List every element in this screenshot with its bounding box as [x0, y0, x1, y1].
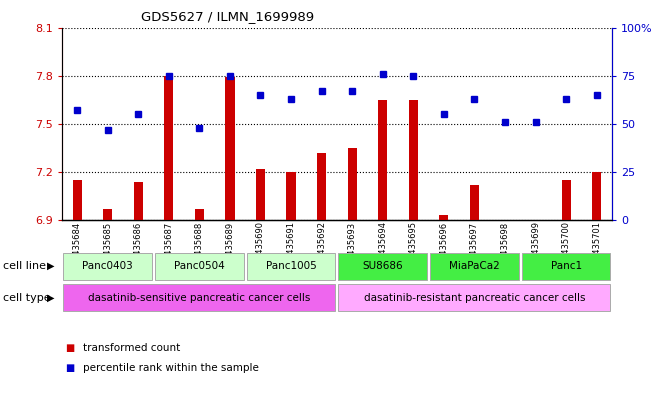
- Bar: [562, 180, 571, 220]
- Text: cell type: cell type: [3, 293, 51, 303]
- Text: ■: ■: [65, 343, 74, 353]
- Text: Panc1: Panc1: [551, 261, 581, 271]
- Bar: [348, 148, 357, 220]
- FancyBboxPatch shape: [247, 253, 335, 279]
- FancyBboxPatch shape: [63, 285, 335, 311]
- FancyBboxPatch shape: [155, 253, 243, 279]
- Text: dasatinib-resistant pancreatic cancer cells: dasatinib-resistant pancreatic cancer ce…: [364, 293, 585, 303]
- FancyBboxPatch shape: [339, 285, 611, 311]
- Text: Panc0403: Panc0403: [82, 261, 133, 271]
- Bar: [409, 100, 418, 220]
- Bar: [195, 209, 204, 220]
- Bar: [439, 215, 449, 220]
- FancyBboxPatch shape: [430, 253, 519, 279]
- Bar: [470, 185, 479, 220]
- Text: MiaPaCa2: MiaPaCa2: [449, 261, 500, 271]
- Text: transformed count: transformed count: [83, 343, 180, 353]
- Bar: [286, 172, 296, 220]
- Text: Panc0504: Panc0504: [174, 261, 225, 271]
- Bar: [72, 180, 82, 220]
- Bar: [592, 172, 602, 220]
- FancyBboxPatch shape: [339, 253, 427, 279]
- Text: ▶: ▶: [47, 261, 55, 271]
- Bar: [103, 209, 112, 220]
- Text: cell line: cell line: [3, 261, 46, 271]
- Bar: [164, 76, 173, 220]
- Text: ▶: ▶: [47, 293, 55, 303]
- Bar: [317, 153, 326, 220]
- Bar: [225, 77, 234, 220]
- Bar: [256, 169, 265, 220]
- Text: ■: ■: [65, 363, 74, 373]
- FancyBboxPatch shape: [63, 253, 152, 279]
- Text: dasatinib-sensitive pancreatic cancer cells: dasatinib-sensitive pancreatic cancer ce…: [88, 293, 311, 303]
- Text: SU8686: SU8686: [363, 261, 403, 271]
- Text: GDS5627 / ILMN_1699989: GDS5627 / ILMN_1699989: [141, 10, 314, 23]
- Text: percentile rank within the sample: percentile rank within the sample: [83, 363, 259, 373]
- FancyBboxPatch shape: [522, 253, 611, 279]
- Bar: [133, 182, 143, 220]
- Text: Panc1005: Panc1005: [266, 261, 316, 271]
- Bar: [378, 100, 387, 220]
